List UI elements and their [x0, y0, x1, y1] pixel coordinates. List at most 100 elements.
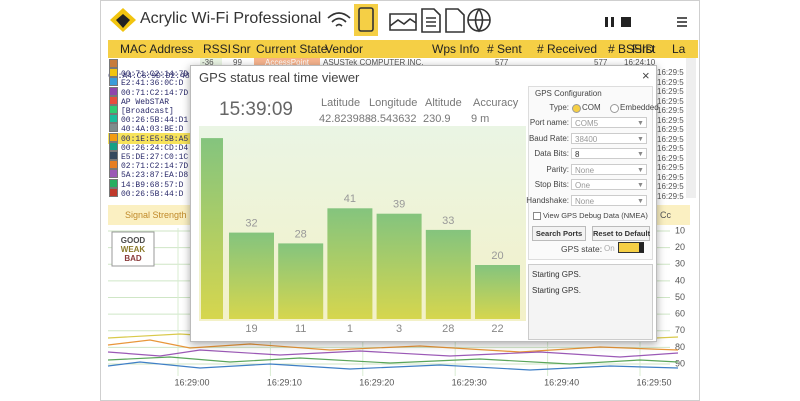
column-header[interactable]: Snr — [232, 42, 251, 56]
column-header[interactable]: # Received — [537, 42, 598, 56]
mac-address: 00:26:24:CD:D4 — [121, 143, 189, 153]
dropdown-arrow: ▼ — [637, 197, 644, 205]
gps-time: 15:39:09 — [219, 99, 293, 120]
rssi: -36 — [202, 58, 214, 67]
config-input[interactable]: COM5 — [571, 117, 647, 128]
satellite-id: 22 — [491, 323, 503, 335]
signal-tab[interactable]: Signal Strength — [125, 210, 187, 220]
last-seen: 16:29:5 — [657, 68, 684, 77]
legend-weak: WEAK — [121, 245, 146, 254]
table-row[interactable]: 02:71:C2:14:7D — [108, 160, 190, 171]
table-row[interactable]: 00:71:C2:14:7D — [108, 68, 190, 79]
pause-bar[interactable] — [605, 17, 608, 27]
mac-address: 5A:23:87:EA:D8 — [121, 171, 189, 181]
bar — [425, 229, 471, 319]
table-row[interactable]: 00:26:5B:44:D1 — [108, 114, 190, 125]
table-row[interactable]: AP WebSTAR — [108, 95, 190, 107]
menu-button[interactable] — [677, 17, 687, 27]
radio-label: Embedded — [620, 103, 659, 112]
checkbox[interactable] — [533, 212, 541, 220]
mac-address: 00:1E:E5:5B:A5 — [121, 134, 189, 144]
x-tick-label: 16:29:20 — [359, 377, 394, 387]
phone-icon[interactable] — [358, 7, 374, 32]
column-header[interactable]: Wps Info — [432, 42, 480, 56]
table-row[interactable]: E5:DE:27:C0:1C — [108, 151, 190, 162]
button[interactable]: Search Ports — [532, 226, 586, 241]
config-input[interactable]: None — [571, 163, 647, 175]
color-swatch — [109, 141, 118, 151]
pause-bar[interactable] — [611, 17, 614, 27]
y-tick-label: 60 — [675, 309, 685, 319]
last-seen: 16:29:5 — [657, 96, 684, 106]
satellite-id: 3 — [396, 323, 402, 335]
bar-value-label: 32 — [245, 218, 257, 230]
log-line: Starting GPS. — [532, 270, 581, 279]
state-toggle[interactable] — [618, 242, 644, 253]
config-input[interactable]: 8 — [571, 148, 647, 159]
report-icon[interactable] — [421, 8, 441, 33]
y-tick-label: 80 — [675, 342, 685, 352]
field-label: Accuracy — [473, 97, 519, 109]
chart-icon[interactable] — [389, 13, 417, 31]
table-row[interactable]: 00:71:C2:14:7D — [108, 86, 190, 98]
next-tab[interactable]: Cc — [660, 210, 671, 220]
x-tick-label: 16:29:50 — [636, 377, 671, 387]
last-seen: 16:29:5 — [657, 87, 684, 96]
document-icon[interactable] — [445, 8, 465, 33]
snr: 99 — [233, 58, 242, 67]
table-row[interactable]: 14:B9:68:57:D — [108, 178, 190, 190]
column-header[interactable]: First — [632, 42, 656, 56]
sent: 577 — [495, 58, 509, 67]
logo-inner — [116, 14, 130, 28]
wifi-icon[interactable] — [327, 12, 351, 27]
bar — [376, 213, 422, 319]
mac-address: 40:4A:03:BE:D — [121, 125, 184, 135]
config-input[interactable]: One — [571, 179, 647, 190]
first-seen: 16:24:10 — [624, 58, 656, 67]
radio[interactable] — [572, 104, 581, 113]
column-header[interactable]: MAC Address — [120, 42, 194, 56]
column-header[interactable]: Vendor — [325, 42, 364, 56]
config-input[interactable]: None — [571, 194, 647, 206]
column-header[interactable]: Current State — [256, 42, 328, 56]
table-row[interactable]: [Broadcast] — [108, 105, 190, 116]
table-row[interactable]: E2:41:36:0C:D — [108, 77, 190, 88]
stop-button[interactable] — [621, 17, 631, 27]
mac-address: 02:71:C2:14:7D — [121, 162, 189, 172]
button[interactable]: Reset to Default — [592, 226, 650, 241]
table-row[interactable]: 60:A4:C6:9D:D2:48 — [108, 59, 190, 81]
mac-address: 00:71:C2:14:7D — [121, 70, 189, 80]
mac-address: 00:26:5B:44:D1 — [121, 116, 189, 126]
column-header[interactable]: # Sent — [487, 42, 522, 56]
config-label: Parity: — [546, 164, 569, 174]
dialog-title: GPS status real time viewer — [199, 70, 360, 85]
mac-address: AP WebSTAR — [121, 97, 170, 107]
color-swatch — [109, 114, 118, 124]
last-seen: 16:29:5 — [657, 77, 684, 87]
radio[interactable] — [610, 104, 619, 113]
radio-label: COM — [582, 103, 601, 112]
table-row[interactable]: 00:26:5B:44:D — [108, 187, 190, 199]
x-tick-label: 16:29:40 — [544, 377, 579, 387]
table-row[interactable]: 00:26:24:CD:D4 — [108, 141, 190, 153]
column-header[interactable]: # BSSID — [608, 42, 655, 56]
table-row[interactable]: 5A:23:87:EA:D8 — [108, 169, 190, 180]
config-input[interactable]: 38400 — [571, 132, 647, 144]
color-swatch — [109, 59, 118, 68]
close-button[interactable]: × — [642, 68, 650, 83]
quality-legend — [111, 231, 155, 267]
color-swatch — [109, 160, 118, 170]
color-swatch — [109, 169, 118, 179]
column-header[interactable]: RSSI — [203, 42, 232, 56]
satellite-id: 28 — [442, 323, 454, 335]
column-header[interactable]: La — [672, 42, 686, 56]
state-label: GPS state: — [561, 244, 603, 254]
bar-value-label: 33 — [442, 215, 454, 227]
scrollbar[interactable] — [686, 58, 696, 198]
table-row[interactable]: 40:4A:03:BE:D — [108, 123, 190, 134]
dropdown-arrow: ▼ — [637, 182, 644, 189]
table-row[interactable]: 00:1E:E5:5B:A5 — [108, 132, 190, 144]
gps-config: GPS Configuration Type: COM Embedded Port na… — [526, 86, 659, 260]
last-seen: 16:29:5 — [657, 134, 684, 144]
